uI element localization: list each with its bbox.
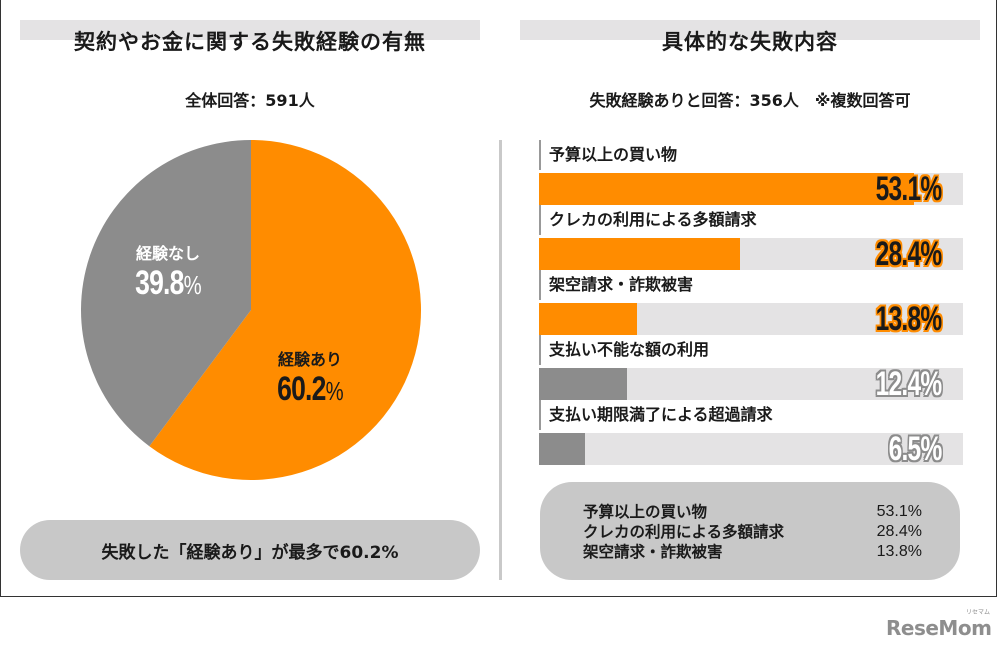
bar-track: [539, 368, 963, 400]
pie-chart: [81, 140, 421, 480]
left-title-block: 契約やお金に関する失敗経験の有無: [20, 0, 480, 54]
bar-row: 架空請求・詐欺被害 13.8%: [539, 270, 963, 338]
summary-row: 架空請求・詐欺被害 13.8%: [583, 542, 922, 562]
bar-label: クレカの利用による多額請求: [539, 205, 757, 235]
title-band: [20, 20, 480, 40]
bar-track: [539, 433, 963, 465]
pie-label-yes: 経験あり 60.2%: [245, 346, 375, 410]
summary-value: 13.8%: [876, 543, 922, 560]
title-band: [520, 20, 980, 40]
bar-label: 支払い不能な額の利用: [539, 335, 709, 365]
bar-label: 予算以上の買い物: [539, 140, 677, 170]
summary-value: 28.4%: [876, 523, 922, 540]
left-summary-text: 失敗した「経験あり」が最多で60.2%: [101, 543, 399, 563]
bar-value: 13.8%: [875, 300, 942, 338]
resemom-logo: ReseMom: [886, 616, 992, 640]
summary-row: 予算以上の買い物 53.1%: [583, 502, 922, 522]
panel-divider: [499, 140, 502, 580]
bar-label: 支払い期限満了による超過請求: [539, 400, 773, 430]
bar-fill: [539, 368, 627, 400]
bar-value: 53.1%: [875, 170, 942, 208]
bar-value: 28.4%: [875, 235, 942, 273]
summary-label: 架空請求・詐欺被害: [583, 543, 723, 561]
right-summary-pill: 予算以上の買い物 53.1% クレカの利用による多額請求 28.4% 架空請求・…: [540, 482, 960, 580]
bar-value: 6.5%: [888, 430, 942, 468]
pie-slice: [149, 140, 421, 480]
bar-fill: [539, 303, 637, 335]
summary-label: 予算以上の買い物: [583, 503, 708, 521]
bar-label: 架空請求・詐欺被害: [539, 270, 693, 300]
pie-label-no: 経験なし 39.8%: [113, 240, 223, 304]
bar-fill: [539, 238, 740, 270]
left-summary-pill: 失敗した「経験あり」が最多で60.2%: [20, 520, 480, 580]
pie-label-yes-name: 経験あり: [277, 350, 342, 369]
bar-row: 支払い期限満了による超過請求 6.5%: [539, 400, 963, 468]
bar-track: [539, 238, 963, 270]
summary-row: クレカの利用による多額請求 28.4%: [583, 522, 922, 542]
left-title: 契約やお金に関する失敗経験の有無: [74, 30, 426, 54]
right-subtitle: 失敗経験ありと回答：356人 ※複数回答可: [589, 91, 911, 110]
summary-value: 53.1%: [876, 503, 922, 520]
bar-fill: [539, 173, 914, 205]
left-subtitle: 全体回答：591人: [185, 91, 315, 110]
summary-label: クレカの利用による多額請求: [583, 523, 785, 541]
bar-track: [539, 173, 963, 205]
bar-row: クレカの利用による多額請求 28.4%: [539, 205, 963, 273]
bar-value: 12.4%: [875, 365, 942, 403]
chart-frame: [0, 0, 997, 597]
pie-label-no-pct: 39.8%: [135, 264, 202, 302]
right-title-block: 具体的な失敗内容: [520, 0, 980, 54]
bar-row: 支払い不能な額の利用 12.4%: [539, 335, 963, 403]
pie-slice: [81, 140, 251, 447]
bar-track: [539, 303, 963, 335]
right-title: 具体的な失敗内容: [662, 30, 838, 54]
pie-label-yes-pct: 60.2%: [277, 370, 344, 408]
bar-fill: [539, 433, 585, 465]
resemom-logo-kana: リセマム: [966, 609, 991, 616]
pie-label-no-name: 経験なし: [135, 244, 200, 263]
bar-row: 予算以上の買い物 53.1%: [539, 140, 963, 208]
